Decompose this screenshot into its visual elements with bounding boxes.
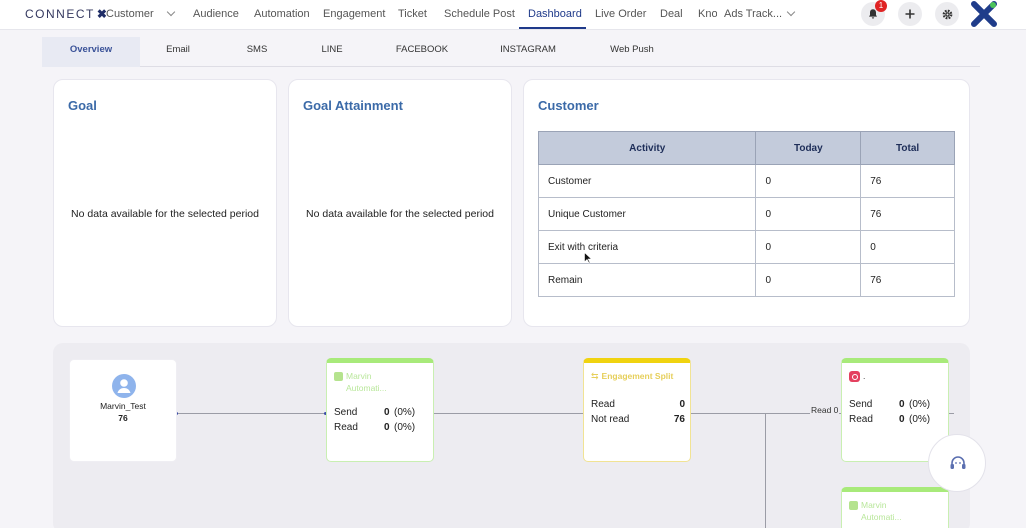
read-stat: Read 0 (591, 399, 685, 410)
column-header-total: Total (860, 131, 955, 165)
app-logo-icon[interactable] (970, 1, 998, 27)
table-cell: 76 (860, 197, 955, 231)
node-title: Marvin Automati... (334, 370, 387, 394)
engagement-split-node[interactable]: ⇆ Engagement Split Read 0 Not read 76 (583, 358, 691, 462)
start-node[interactable]: Marvin_Test 76 (69, 359, 177, 462)
nav-live-order[interactable]: Live Order (595, 8, 647, 20)
table-cell: Unique Customer (537, 197, 757, 231)
instagram-message-node[interactable]: . Send 0 (0%) Read 0 (0%) (841, 358, 949, 462)
nav-knowledge[interactable]: Knov (698, 8, 717, 20)
customer-card: Customer Activity Today Total Customer 0… (523, 79, 970, 327)
customer-title: Customer (538, 98, 599, 113)
notification-badge: 1 (875, 0, 887, 12)
tab-overview[interactable]: Overview (42, 37, 140, 67)
flow-connector (948, 413, 954, 414)
table-row: Unique Customer 0 76 (537, 197, 955, 231)
table-cell: Exit with criteria (537, 230, 757, 264)
facebook-icon (334, 372, 343, 382)
chevron-down-icon[interactable] (786, 7, 796, 17)
facebook-message-node[interactable]: Marvin Automati... Send 0 (0%) Read 0 (0%) (326, 358, 434, 462)
nav-automation[interactable]: Automation (254, 8, 310, 20)
not-read-stat: Not read 76 (591, 414, 685, 425)
read-stat: Read 0 (0%) (849, 414, 931, 425)
table-header-row: Activity Today Total (537, 131, 955, 165)
goal-attainment-title: Goal Attainment (303, 98, 403, 113)
table-cell: 0 (755, 230, 862, 264)
tab-line[interactable]: LINE (321, 44, 343, 55)
nav-dashboard[interactable]: Dashboard (528, 8, 582, 20)
nav-schedule-post[interactable]: Schedule Post (444, 8, 515, 20)
gear-icon (942, 9, 952, 19)
bell-icon (869, 9, 877, 19)
chevron-down-icon[interactable] (166, 7, 176, 17)
goal-card: Goal No data available for the selected … (53, 79, 277, 327)
node-title: . (849, 370, 865, 383)
connector-dot (324, 412, 327, 415)
split-icon: ⇆ (591, 371, 599, 381)
read-stat: Read 0 (0%) (334, 422, 416, 433)
nav-deal[interactable]: Deal (660, 8, 683, 20)
instagram-icon (849, 371, 860, 383)
flow-connector (433, 413, 584, 414)
journey-flow-canvas[interactable]: Read 0 Marvin_Test 76 Marvin Automati... … (53, 343, 970, 528)
start-node-name: Marvin_Test (100, 401, 146, 411)
goal-attainment-card: Goal Attainment No data available for th… (288, 79, 512, 327)
table-cell: 0 (755, 263, 862, 297)
goal-attainment-empty-message: No data available for the selected perio… (306, 208, 494, 220)
table-row: Exit with criteria 0 0 (537, 230, 955, 264)
brand-name: CONNECT (25, 7, 95, 21)
goal-title: Goal (68, 98, 97, 113)
facebook-icon (849, 501, 858, 511)
table-cell: 76 (860, 164, 955, 198)
start-node-count: 76 (118, 413, 128, 423)
table-cell: 76 (860, 263, 955, 297)
edge-label: Read 0 (810, 405, 840, 415)
tab-sms[interactable]: SMS (246, 44, 268, 55)
user-icon (112, 374, 136, 398)
table-cell: 0 (860, 230, 955, 264)
nav-audience[interactable]: Audience (193, 8, 239, 20)
send-stat: Send 0 (0%) (849, 399, 931, 410)
active-nav-indicator (519, 27, 586, 29)
facebook-message-node[interactable]: Marvin Automati... (841, 487, 949, 528)
goal-empty-message: No data available for the selected perio… (71, 208, 259, 220)
plus-icon (905, 9, 915, 19)
add-button[interactable] (898, 2, 922, 26)
nav-engagement[interactable]: Engagement (323, 8, 386, 20)
table-row: Remain 0 76 (537, 263, 955, 297)
flow-connector (765, 413, 766, 528)
mouse-cursor-icon (584, 252, 592, 264)
table-row: Customer 0 76 (537, 164, 955, 198)
top-nav: CONNECT ✖ Customer Audience Automation En… (0, 0, 1026, 30)
headset-icon (950, 456, 966, 469)
customer-table: Activity Today Total Customer 0 76 Uniqu… (537, 131, 955, 297)
send-stat: Send 0 (0%) (334, 407, 416, 418)
nav-ticket[interactable]: Ticket (398, 8, 427, 20)
node-title: ⇆ Engagement Split (591, 371, 674, 381)
column-header-today: Today (755, 131, 862, 165)
table-cell: Customer (537, 164, 757, 198)
nav-customer[interactable]: Customer (106, 8, 154, 20)
tab-email[interactable]: Email (166, 44, 190, 55)
column-header-activity: Activity (537, 131, 757, 165)
table-cell: Remain (537, 263, 757, 297)
channel-tabs: Overview Email SMS LINE FACEBOOK INSTAGR… (42, 37, 980, 67)
tab-instagram[interactable]: INSTAGRAM (500, 44, 556, 55)
table-cell: 0 (755, 164, 862, 198)
brand-mark: ✖ (96, 7, 109, 21)
nav-ads-tracking[interactable]: Ads Track... (724, 8, 783, 20)
flow-connector (176, 413, 326, 414)
settings-button[interactable] (935, 2, 959, 26)
node-title: Marvin Automati... (849, 499, 902, 523)
tab-web-push[interactable]: Web Push (610, 44, 654, 55)
brand-logo[interactable]: CONNECT ✖ (25, 7, 108, 21)
table-cell: 0 (755, 197, 862, 231)
support-chat-button[interactable] (928, 434, 986, 492)
tab-facebook[interactable]: FACEBOOK (395, 44, 449, 55)
